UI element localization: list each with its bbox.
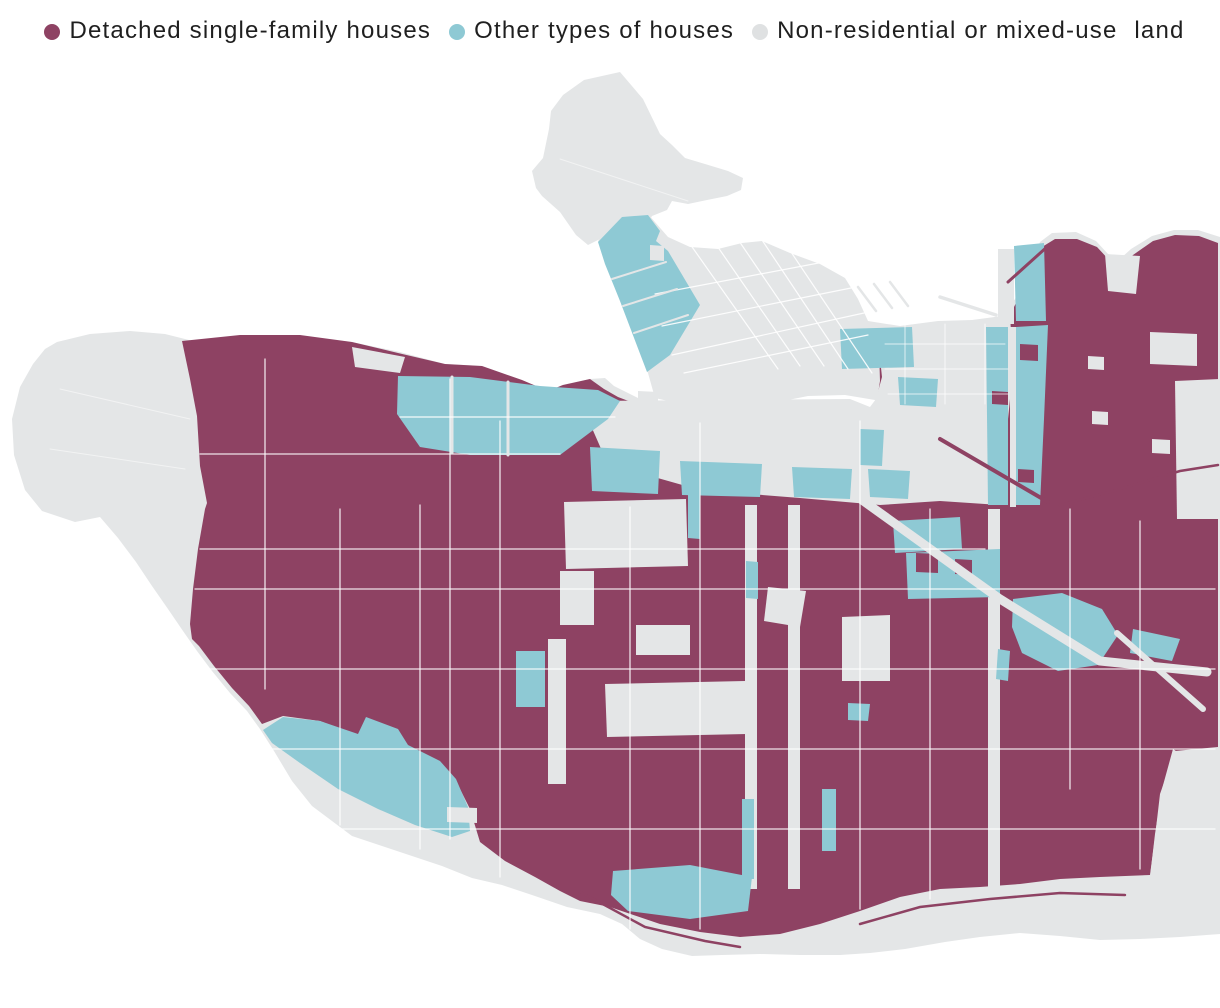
fraserview-housing-a-region <box>848 703 870 722</box>
victoria-strip-housing-region <box>742 799 754 880</box>
victoria-south-housing-region <box>996 649 1010 682</box>
ubc-road-a <box>59 388 191 420</box>
fairview-housing-b-region <box>680 461 762 498</box>
maple-49th-housing-region <box>516 651 545 708</box>
zoning-map <box>0 49 1220 957</box>
stanley-park-trail <box>559 158 689 202</box>
downtown-cross-c <box>671 312 865 356</box>
rail-diagonal <box>938 437 1050 505</box>
legend-dot-icon <box>449 24 466 40</box>
westend-cross-c <box>633 314 689 335</box>
jericho-nonres-region <box>352 347 405 374</box>
legend-item-label-tail: land <box>1126 17 1185 44</box>
renfrew-notch-c-region <box>1152 439 1170 455</box>
southlands-notch-region <box>447 807 477 824</box>
fairview-housing-c-region <box>792 467 852 500</box>
legend-item-0: Detached single-family houses <box>44 17 431 44</box>
renfrew-notch-a-region <box>1088 356 1104 371</box>
grandview-cut <box>1058 463 1220 507</box>
west-end-housing-region <box>598 215 700 373</box>
grandview-housing-north-region <box>1014 243 1046 322</box>
ubc-road-b <box>49 448 186 470</box>
downtown-street-e <box>786 245 873 374</box>
westend-cross-b <box>622 288 678 308</box>
legend-item-1: Other types of houses <box>449 17 734 44</box>
oak-south-housing-region <box>688 494 700 540</box>
marine-drive-sw <box>573 887 742 949</box>
downtown-cross-a <box>654 257 846 295</box>
oakridge-nonres-region <box>605 681 747 738</box>
legend-item-label: Other types of houses <box>474 17 735 44</box>
hastings-park-nonres-region <box>1150 332 1197 367</box>
legend-item-label: Non-residential or mixed-use <box>777 17 1118 44</box>
legend-dot-icon <box>44 24 61 40</box>
knight-strip-housing-region <box>822 789 836 852</box>
legend: Detached single-family houses Other types… <box>0 0 1220 49</box>
downtown-street-a <box>689 243 779 370</box>
strathcona-housing-c-region <box>860 429 884 467</box>
legend-dot-icon <box>752 24 769 40</box>
legend-item-2: Non-residential or mixed-use <box>752 17 1117 44</box>
downtown-street-d <box>761 239 849 370</box>
boundary-nonres-block-region <box>1175 379 1220 520</box>
renfrew-notch-b-region <box>1092 411 1108 426</box>
strathcona-housing-a-region <box>840 327 914 370</box>
bc-parkway <box>1114 630 1206 713</box>
southlands-housing-region <box>263 717 470 838</box>
southeast-nonres-wedge-region <box>1150 749 1220 890</box>
grandview-housing-east-region <box>1016 325 1048 506</box>
cambie-corridor-region <box>745 505 757 890</box>
midtown-nonres-region <box>842 615 890 682</box>
marpole-housing-region <box>611 865 752 920</box>
marine-drive-se <box>858 891 1127 926</box>
main-corridor-region <box>788 505 800 890</box>
pier-c <box>888 280 910 308</box>
west-end-notch-region <box>650 245 664 262</box>
cassiar-nonres-region <box>1105 254 1140 295</box>
legend-item-label: Detached single-family houses <box>69 17 432 44</box>
downtown-cross-d <box>683 334 869 374</box>
fairview-housing-a-region <box>590 447 660 495</box>
cambie-south-housing-region <box>746 561 758 600</box>
victoria-corridor-region <box>988 509 1000 890</box>
shaughnessy-nonres-a-region <box>564 499 688 570</box>
shaughnessy-nonres-b-region <box>560 571 594 626</box>
grandview-split-strip-region <box>1010 327 1016 508</box>
pier-d <box>938 295 998 317</box>
grandview-housing-west-region <box>986 327 1008 506</box>
stanley-park-region <box>532 72 743 246</box>
kensington-housing-a-region <box>893 517 962 554</box>
downtown-street-b <box>712 239 801 367</box>
mcgill-strip-region <box>998 249 1014 325</box>
grandview-infill-c-region <box>1018 469 1034 484</box>
grandview-infill-b-region <box>992 391 1008 406</box>
granville-island-region <box>638 391 658 402</box>
mount-pleasant-housing-region <box>868 469 910 500</box>
ne-shore-sliver <box>1006 244 1050 284</box>
shaughnessy-nonres-c-region <box>636 625 690 656</box>
grandview-infill-a-region <box>1020 344 1038 362</box>
kensington-infill-a-region <box>916 553 938 574</box>
pier-b <box>872 282 894 310</box>
pier-a <box>856 285 878 313</box>
downtown-cross-b <box>661 286 857 327</box>
westend-cross-a <box>611 261 667 281</box>
zoning-map-svg <box>12 72 1220 957</box>
strathcona-housing-b-region <box>898 377 938 408</box>
granville-corridor-region <box>548 639 566 785</box>
